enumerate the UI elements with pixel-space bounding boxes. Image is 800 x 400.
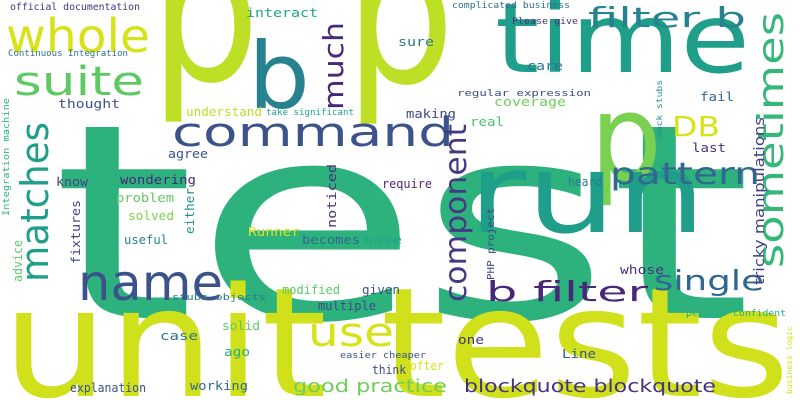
word: percent confident [686, 309, 786, 319]
word: explanation [70, 381, 146, 395]
word: take significant [266, 108, 354, 118]
word: understand [186, 105, 262, 119]
word: sometimes [751, 12, 792, 268]
word: Line [562, 347, 596, 361]
word: require [382, 177, 432, 191]
word: mock stubs [655, 80, 664, 138]
word: p [150, 0, 260, 128]
word: whole [6, 9, 150, 63]
word: test [52, 67, 752, 383]
word: PHP project [486, 208, 497, 280]
word: filter b [588, 1, 746, 34]
word: DB [672, 110, 720, 143]
word: name [78, 254, 223, 312]
word: complicated business [452, 1, 570, 11]
word: solved [128, 209, 174, 223]
word: time [495, 0, 750, 95]
word: easier cheaper [340, 351, 427, 361]
word: becomes [302, 233, 360, 247]
word: official documentation [10, 2, 140, 13]
word: stubs objects [172, 293, 266, 303]
word: Please give [512, 17, 578, 27]
word: command [172, 110, 454, 156]
word: care [527, 59, 563, 73]
word: ago [224, 345, 250, 359]
word: thought [58, 97, 120, 111]
word: agree [168, 147, 208, 161]
word: either [183, 188, 197, 234]
word: useful [124, 233, 168, 247]
word: business logic [785, 326, 794, 394]
word: single [654, 264, 764, 297]
word: noticed [325, 164, 339, 228]
word: last [692, 141, 726, 155]
word: base [364, 233, 402, 247]
word: wondering [120, 173, 196, 187]
word: given [362, 283, 400, 297]
word: component [439, 124, 474, 302]
word: unit tests [2, 255, 790, 400]
word: one [458, 333, 484, 347]
word: making [406, 107, 456, 121]
word: ofter [410, 359, 444, 373]
word: b filter [486, 275, 649, 308]
word: multiple [318, 299, 376, 313]
word: sure [398, 35, 434, 49]
word: b [248, 23, 310, 130]
word: p [345, 0, 455, 130]
word: real [470, 115, 504, 129]
word: think [372, 363, 407, 377]
word: blockquote blockquote [464, 376, 716, 397]
word: matches [13, 122, 57, 282]
word: coverage [494, 95, 566, 109]
word: solid [222, 319, 260, 333]
word: Integration machine [2, 98, 12, 216]
word: working [190, 379, 248, 393]
word: know [56, 175, 89, 189]
word: fail [700, 90, 734, 104]
word: whose [620, 263, 664, 277]
word: interact [246, 6, 318, 20]
word: good practice [293, 376, 447, 397]
word: modified [282, 283, 340, 297]
word: Runner [248, 225, 300, 239]
word: heard [568, 175, 602, 189]
word: fixtures [69, 200, 83, 264]
word: advice [11, 240, 25, 282]
word: use [308, 310, 394, 356]
word: pattern [610, 157, 760, 192]
word: p [590, 70, 662, 209]
word: problem [116, 191, 174, 205]
word: case [160, 329, 198, 343]
word: run [468, 130, 706, 258]
word: tricky manipulations [752, 117, 768, 285]
word: Continuous Integration [8, 49, 128, 59]
word: much [317, 22, 350, 110]
word: regular expression [457, 89, 591, 99]
word: suite [14, 59, 144, 105]
